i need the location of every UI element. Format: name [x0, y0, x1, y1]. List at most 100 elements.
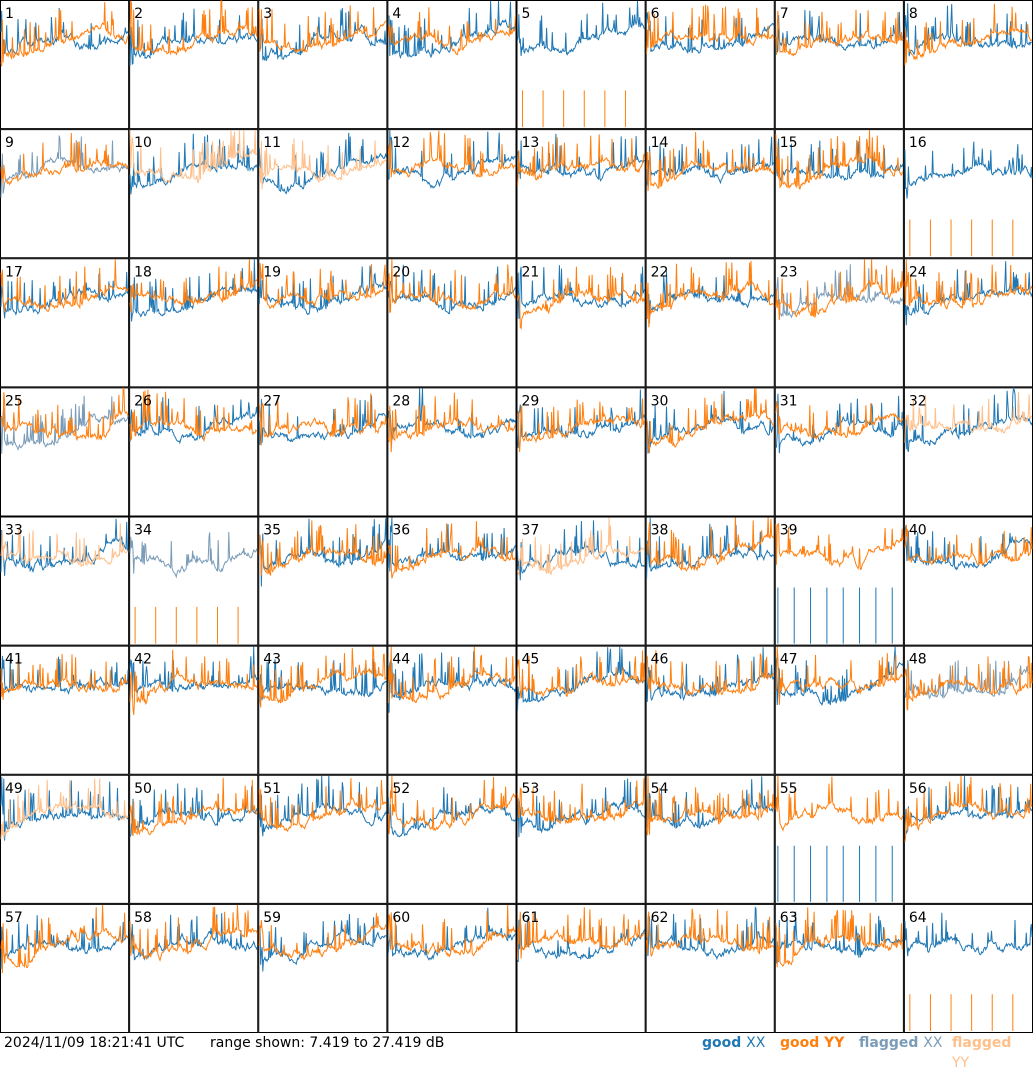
- legend-good-yy: good YY: [780, 1035, 845, 1051]
- panel-label: 62: [651, 910, 669, 926]
- panel-36: 36: [387, 516, 517, 646]
- series-yy-line: [258, 5, 387, 54]
- panel-label: 10: [134, 135, 152, 151]
- panel-label: 38: [651, 523, 669, 539]
- series-xx-line: [0, 518, 129, 576]
- series-xx-line: [646, 776, 775, 830]
- panel-frame: [645, 0, 775, 130]
- panel-frame: [387, 387, 517, 517]
- panel-13: 13: [516, 129, 646, 259]
- series-yy-line: [646, 517, 775, 572]
- series-xx-line: [517, 918, 646, 963]
- panel-label: 45: [522, 652, 540, 668]
- series-xx-line: [646, 136, 775, 187]
- series-yy-line: [258, 138, 387, 190]
- panel-label: 3: [263, 6, 272, 22]
- series-xx-line: [258, 265, 387, 316]
- panel-label: 36: [392, 523, 410, 539]
- series-yy-line: [517, 398, 646, 453]
- panel-label: 23: [780, 264, 798, 280]
- series-yy-line: [775, 9, 904, 57]
- panel-frame: [129, 516, 259, 646]
- panel-15: 15: [774, 129, 904, 259]
- panel-label: 5: [522, 6, 531, 22]
- series-xx-line: [258, 395, 387, 446]
- panel-label: 64: [909, 910, 927, 926]
- series-xx-line: [775, 264, 904, 319]
- series-yy-line: [258, 912, 387, 961]
- panel-11: 11: [258, 129, 388, 259]
- panel-label: 22: [651, 264, 669, 280]
- panel-label: 19: [263, 264, 281, 280]
- panel-label: 39: [780, 523, 798, 539]
- panel-label: 12: [392, 135, 410, 151]
- panel-frame: [516, 129, 646, 259]
- panel-frame: [387, 516, 517, 646]
- panel-27: 27: [258, 387, 388, 517]
- panel-frame: [903, 129, 1033, 259]
- panel-51: 51: [258, 774, 388, 904]
- series-yy-line: [258, 393, 387, 446]
- series-yy-line: [258, 778, 387, 833]
- panel-label: 25: [5, 393, 23, 409]
- series-yy-line: [129, 904, 258, 962]
- panel-label: 13: [522, 135, 540, 151]
- panel-39: 39: [774, 516, 904, 646]
- panel-label: 17: [5, 264, 23, 280]
- series-xx-line: [775, 393, 904, 454]
- series-yy-line: [646, 775, 775, 836]
- panel-45: 45: [516, 645, 646, 775]
- panel-frame: [516, 258, 646, 388]
- series-yy-line: [904, 655, 1033, 711]
- panel-frame: [0, 129, 130, 259]
- series-yy-line: [129, 777, 258, 837]
- panel-label: 42: [134, 652, 152, 668]
- panel-frame: [129, 645, 259, 775]
- panel-label: 4: [392, 6, 401, 22]
- panel-18: 18: [129, 258, 259, 388]
- panel-28: 28: [387, 387, 517, 517]
- series-xx-line: [517, 133, 645, 182]
- panel-35: 35: [258, 516, 388, 646]
- panel-49: 49: [0, 774, 130, 904]
- series-yy-line: [0, 387, 129, 442]
- series-yy-line: [517, 907, 646, 960]
- series-xx-line: [775, 911, 904, 964]
- panel-62: 62: [645, 903, 775, 1033]
- series-yy-line: [129, 130, 258, 184]
- series-xx-line: [258, 913, 387, 972]
- panel-label: 50: [134, 781, 152, 797]
- panel-frame: [0, 774, 130, 904]
- panel-frame: [387, 903, 517, 1033]
- panel-label: 24: [909, 264, 927, 280]
- series-xx-line: [904, 525, 1033, 571]
- series-xx-line: [517, 265, 646, 319]
- panel-label: 40: [909, 523, 927, 539]
- series-xx-line: [129, 133, 258, 195]
- series-xx-line: [517, 520, 645, 581]
- series-xx-line: [0, 395, 129, 454]
- panel-label: 29: [522, 393, 540, 409]
- panel-frame: [903, 645, 1033, 775]
- panel-59: 59: [258, 903, 388, 1033]
- series-yy-line: [0, 778, 129, 840]
- series-yy-line: [646, 4, 775, 55]
- panel-23: 23: [774, 258, 904, 388]
- panel-21: 21: [516, 258, 646, 388]
- series-xx-line: [129, 8, 258, 66]
- panel-frame: [645, 387, 775, 517]
- panel-6: 6: [645, 0, 775, 130]
- series-xx-line: [646, 12, 775, 54]
- series-yy-line: [904, 3, 1033, 66]
- panel-label: 31: [780, 393, 798, 409]
- legend-flagged-xx: flagged XX: [859, 1035, 943, 1051]
- series-yy-line: [517, 650, 646, 699]
- panel-label: 7: [780, 6, 789, 22]
- panel-frame: [774, 774, 904, 904]
- series-yy-line: [0, 2, 129, 67]
- series-yy-line: [0, 523, 129, 568]
- panel-37: 37: [516, 516, 646, 646]
- series-xx-line: [258, 132, 387, 195]
- series-yy-line: [258, 646, 387, 708]
- series-yy-line: [517, 517, 645, 576]
